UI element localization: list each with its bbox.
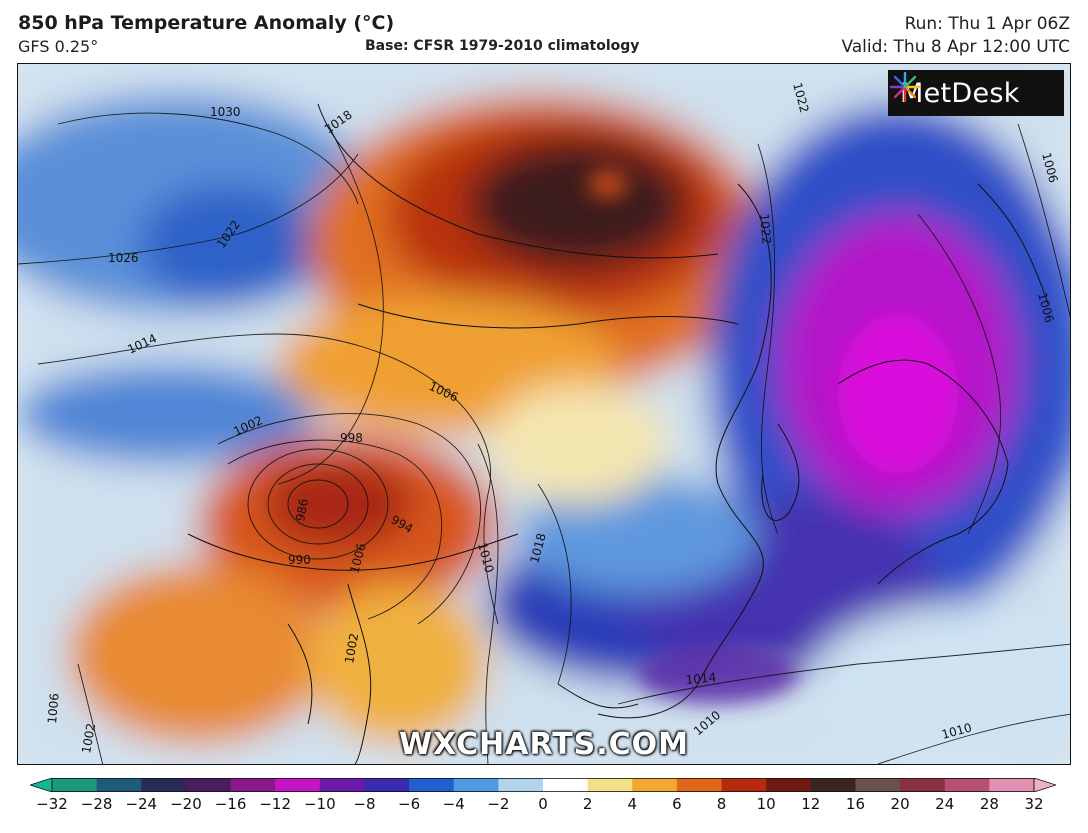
colorbar-tick-label: −20 xyxy=(170,795,202,813)
colorbar-segment xyxy=(676,778,723,792)
anomaly-map: 1030 1026 1022 1018 1014 1006 1002 998 9… xyxy=(17,63,1071,765)
colorbar-tick-label: 10 xyxy=(756,795,776,813)
run-time-label: Run: Thu 1 Apr 06Z xyxy=(904,14,1070,34)
isobar-label: 986 xyxy=(293,498,311,523)
colorbar-tick-label: 8 xyxy=(716,795,727,813)
colorbar-segment xyxy=(453,778,499,792)
colorbar-segment xyxy=(409,778,455,792)
colorbar-tick-label: −4 xyxy=(442,795,465,813)
colorbar-tick-label: 0 xyxy=(538,795,548,813)
colorbar-segment xyxy=(141,778,187,792)
colorbar-tick-label: −16 xyxy=(214,795,247,813)
colorbar-segment xyxy=(632,778,678,792)
model-label: GFS 0.25° xyxy=(18,37,99,56)
colorbar-tick-label: 2 xyxy=(582,795,593,813)
isobar-label: 1002 xyxy=(342,632,361,665)
colorbar-tick-label: −12 xyxy=(259,795,291,813)
colorbar-segment xyxy=(319,778,365,792)
colorbar-labels: −32 −28 −24 −20 −16 −12 −10 −8 −6 −4 −2 0 2 4 6 8 10 12 16… xyxy=(0,795,1088,825)
isobar-label: 998 xyxy=(340,431,363,445)
metdesk-starburst-icon xyxy=(889,71,921,103)
colorbar-segment xyxy=(900,778,946,792)
colorbar-tick-label: 12 xyxy=(801,795,821,813)
colorbar-segment xyxy=(96,778,142,792)
metdesk-logo: MetDesk xyxy=(888,70,1064,116)
isobar-label: 1030 xyxy=(210,105,241,119)
colorbar-tick-label: −6 xyxy=(398,795,421,813)
colorbar-tick-label: 4 xyxy=(627,795,638,813)
colorbar-max-arrow xyxy=(1033,778,1056,792)
colorbar-min-arrow xyxy=(30,778,53,792)
colorbar-segment xyxy=(275,778,321,792)
climatology-base-label: Base: CFSR 1979-2010 climatology xyxy=(365,38,640,54)
colorbar-segment xyxy=(989,778,1035,792)
colorbar-tick-label: 6 xyxy=(672,795,682,813)
colorbar-segment xyxy=(498,778,544,792)
wxcharts-watermark: WXCHARTS.COM xyxy=(398,727,690,762)
colorbar-segment xyxy=(810,778,856,792)
colorbar-tick-label: −10 xyxy=(303,795,336,813)
colorbar-segment xyxy=(721,778,767,792)
logo-text: MetDesk xyxy=(900,77,1020,109)
colorbar-segment xyxy=(855,778,901,792)
colorbar-tick-label: 24 xyxy=(935,795,955,813)
isobar-label: 990 xyxy=(288,553,311,567)
isobar-label: 1006 xyxy=(45,693,62,725)
isobar-label: 1014 xyxy=(685,670,717,687)
colorbar-tick-label: 32 xyxy=(1024,795,1044,813)
isobar-label: 1002 xyxy=(79,722,98,755)
colorbar-tick-label: −24 xyxy=(125,795,158,813)
colorbar-tick-label: −8 xyxy=(353,795,376,813)
colorbar-segment xyxy=(230,778,276,792)
colorbar xyxy=(30,778,1056,792)
colorbar-tick-label: −2 xyxy=(487,795,510,813)
colorbar-tick-label: 16 xyxy=(845,795,865,813)
colorbar-segment xyxy=(543,778,589,792)
isobar-label: 1022 xyxy=(757,213,774,245)
colorbar-segment xyxy=(766,778,812,792)
isobar-label: 1026 xyxy=(108,251,139,265)
map-title: 850 hPa Temperature Anomaly (°C) xyxy=(18,12,395,34)
colorbar-segment xyxy=(944,778,990,792)
valid-time-label: Valid: Thu 8 Apr 12:00 UTC xyxy=(841,37,1070,57)
map-field: 1030 1026 1022 1018 1014 1006 1002 998 9… xyxy=(18,64,1070,764)
colorbar-tick-label: 28 xyxy=(979,795,999,813)
colorbar-segment xyxy=(364,778,410,792)
colorbar-tick-label: −28 xyxy=(80,795,113,813)
colorbar-segment xyxy=(52,778,98,792)
colorbar-segment xyxy=(185,778,232,792)
colorbar-tick-label: 20 xyxy=(890,795,910,813)
colorbar-tick-label: −32 xyxy=(36,795,68,813)
colorbar-segment xyxy=(587,778,633,792)
